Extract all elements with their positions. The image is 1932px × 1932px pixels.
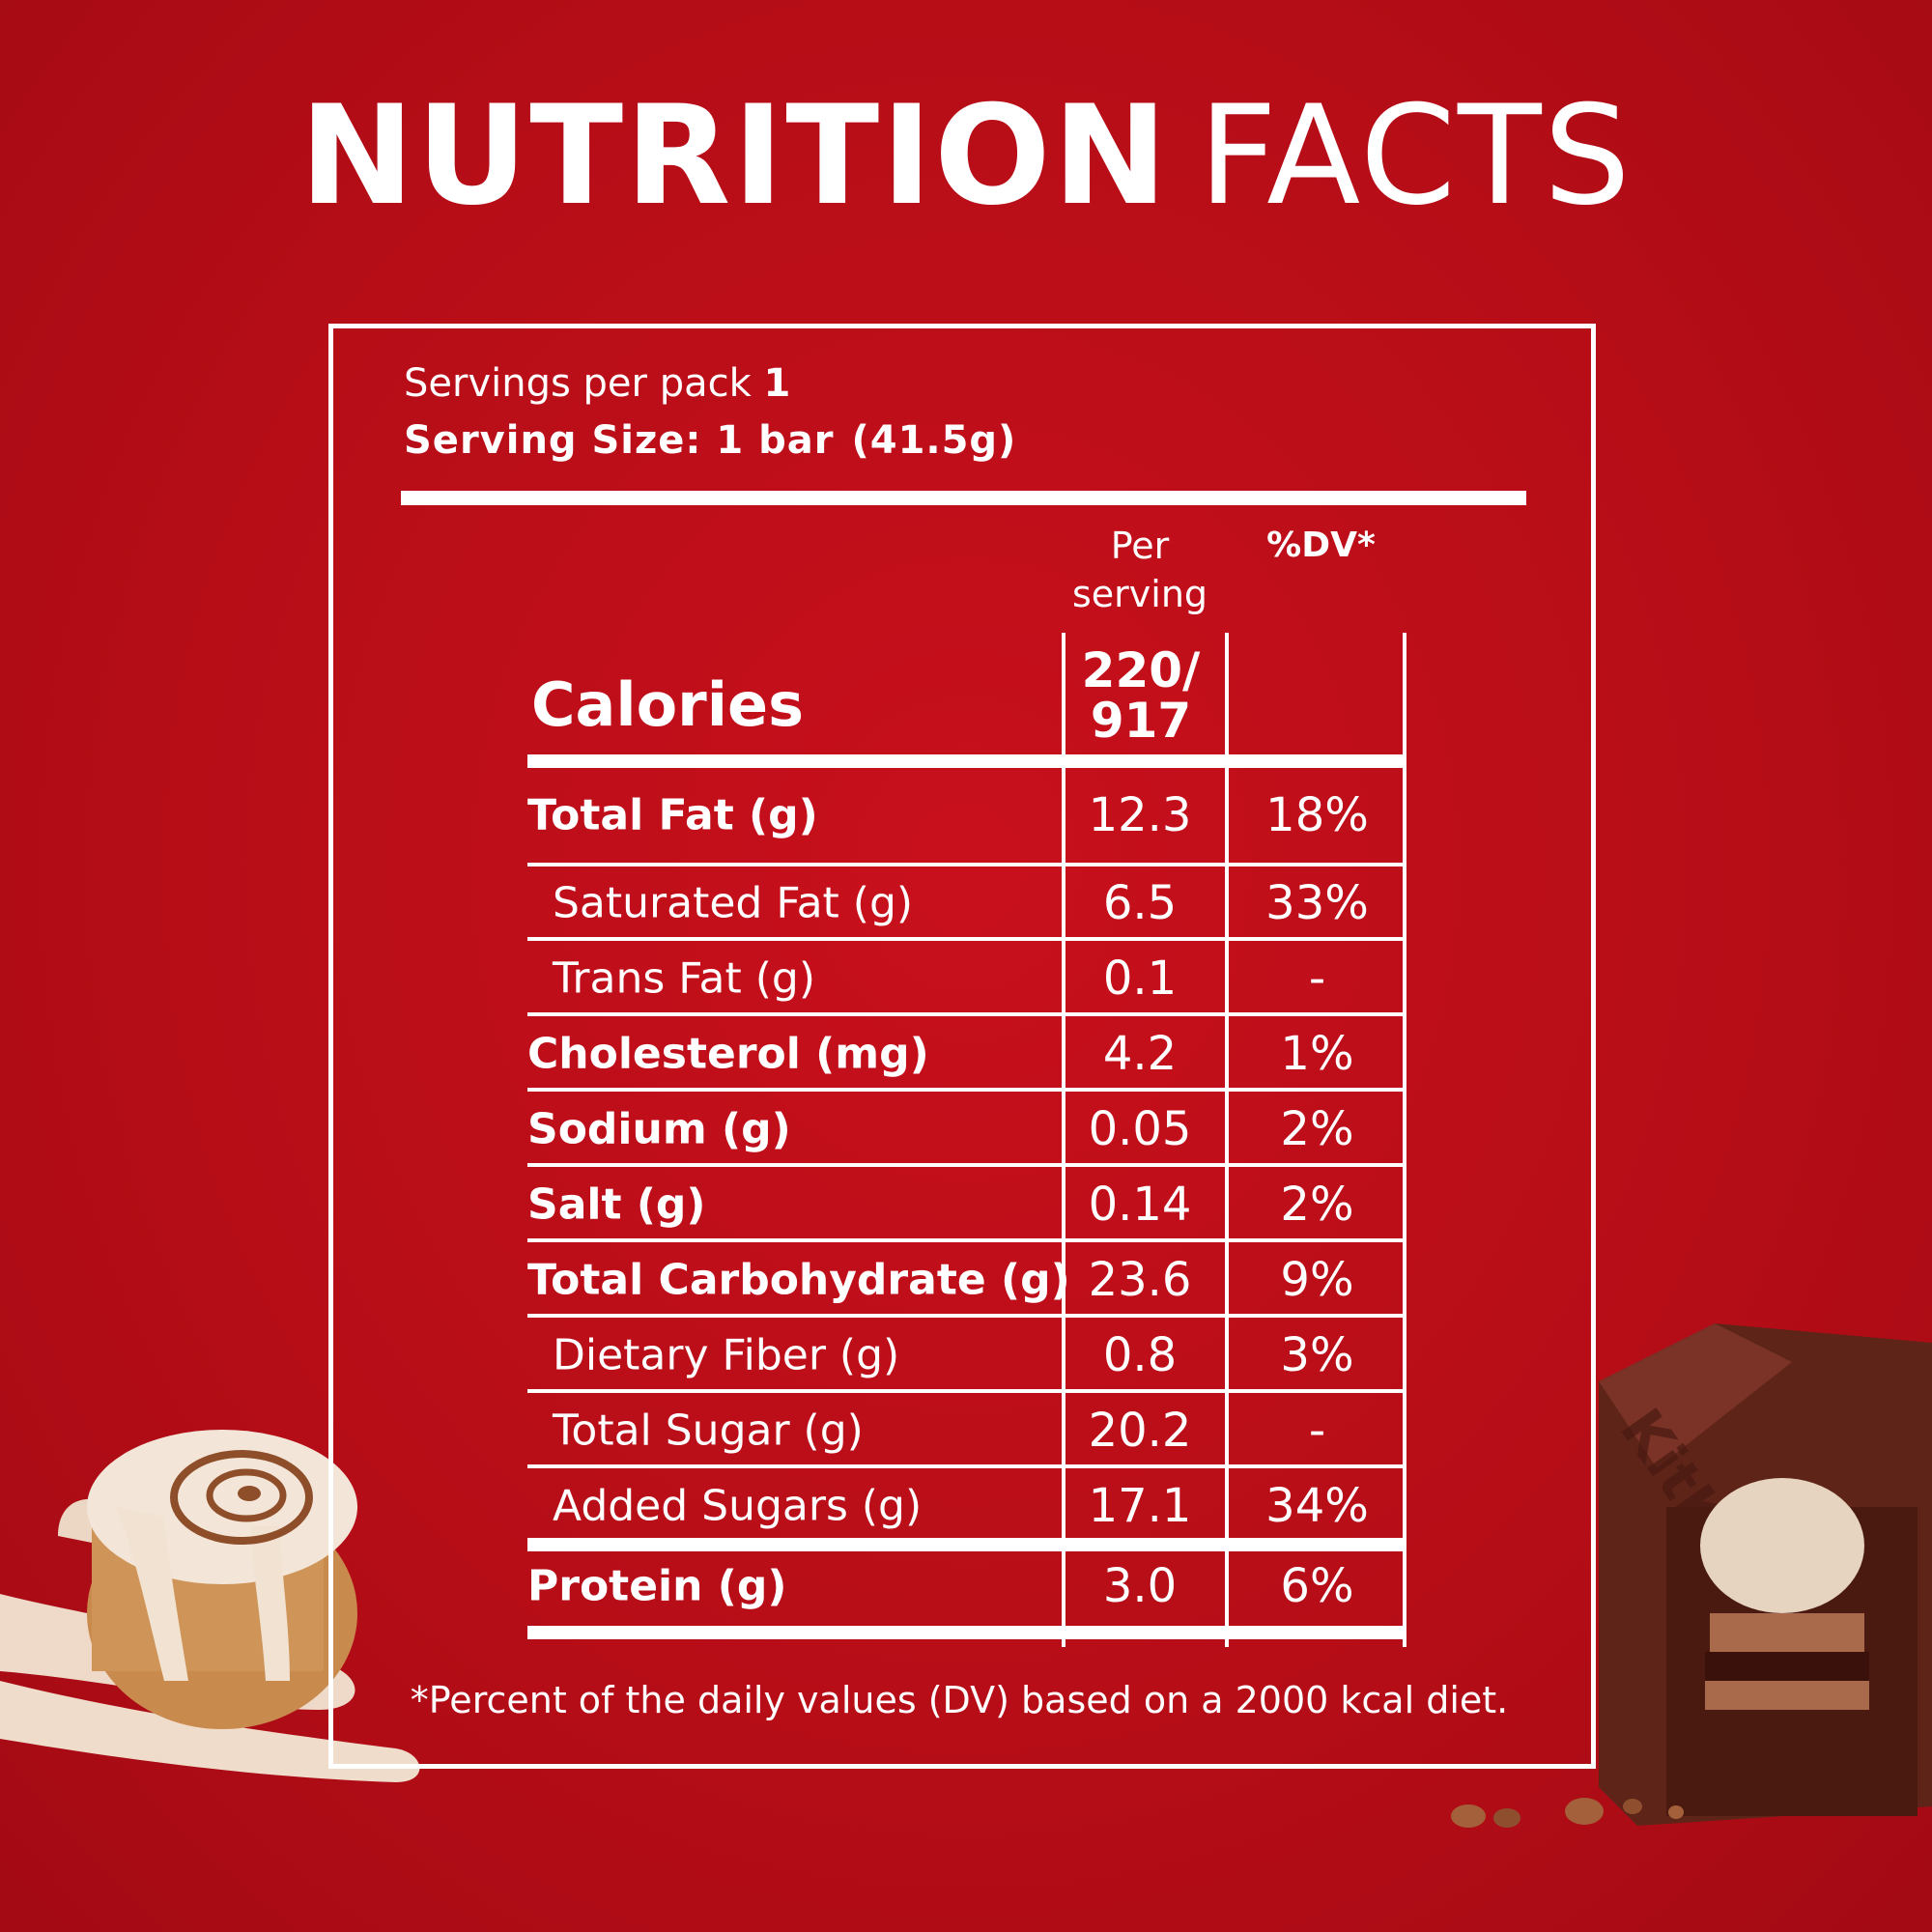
per-serving-header-line2: serving	[1071, 573, 1208, 615]
nutrition-panel	[328, 324, 1596, 1769]
nutrient-row: Cholesterol (mg) 4.2 1%	[527, 1016, 1406, 1091]
nutrient-label: Total Sugar (g)	[553, 1406, 864, 1455]
cinnamon-roll-image	[0, 1430, 420, 1782]
calories-kj: 917	[1090, 693, 1192, 749]
nutrient-label: Trans Fat (g)	[553, 953, 815, 1003]
row-divider	[527, 1238, 1406, 1242]
nutrient-dv: 2%	[1280, 1101, 1354, 1156]
nutrient-label: Sodium (g)	[527, 1104, 791, 1153]
column-divider	[1062, 633, 1065, 1647]
nutrient-dv: -	[1308, 951, 1326, 1006]
nutrient-row: Protein (g) 3.0 6%	[527, 1548, 1406, 1623]
servings-per-pack-value: 1	[763, 361, 791, 406]
servings-per-pack: Servings per pack 1	[404, 361, 790, 406]
nutrient-dv: 1%	[1280, 1026, 1354, 1081]
nutrient-row: Total Sugar (g) 20.2 -	[527, 1393, 1406, 1467]
nutrient-row: Total Carbohydrate (g) 23.6 9%	[527, 1242, 1406, 1317]
nutrient-value: 0.1	[1102, 951, 1178, 1006]
calories-kcal: 220/	[1081, 642, 1201, 698]
row-divider	[527, 1012, 1406, 1016]
nutrient-row: Total Fat (g) 12.3 18%	[527, 778, 1406, 852]
calories-label: Calories	[531, 669, 804, 740]
header-divider	[401, 491, 1526, 505]
nutrient-row: Trans Fat (g) 0.1 -	[527, 941, 1406, 1015]
row-divider	[527, 937, 1406, 941]
nutrient-dv: -	[1308, 1403, 1326, 1458]
nutrient-value: 0.14	[1088, 1177, 1192, 1232]
row-divider	[527, 1088, 1406, 1092]
row-divider	[527, 1389, 1406, 1393]
nutrient-label: Protein (g)	[527, 1561, 787, 1610]
nutrient-value: 23.6	[1088, 1252, 1192, 1307]
calories-value: 220/ 917	[1064, 645, 1218, 746]
nutrient-row: Dietary Fiber (g) 0.8 3%	[527, 1318, 1406, 1392]
title-bold: NUTRITION	[299, 76, 1170, 236]
nutrient-label: Cholesterol (mg)	[527, 1029, 929, 1078]
nutrient-row: Added Sugars (g) 17.1 34%	[527, 1468, 1406, 1543]
nutrient-value: 4.2	[1102, 1026, 1178, 1081]
nutrient-value: 6.5	[1102, 875, 1178, 930]
nutrient-dv: 34%	[1265, 1478, 1369, 1533]
nutrient-dv: 6%	[1280, 1558, 1354, 1613]
nutrient-value: 3.0	[1102, 1558, 1178, 1613]
row-divider	[527, 1626, 1406, 1639]
nutrient-value: 0.05	[1088, 1101, 1192, 1156]
nutrient-dv: 9%	[1280, 1252, 1354, 1307]
nutrient-dv: 33%	[1265, 875, 1369, 930]
dv-header: %DV*	[1266, 526, 1376, 565]
row-divider	[527, 1464, 1406, 1468]
nutrient-label: Dietary Fiber (g)	[553, 1330, 900, 1379]
serving-size: Serving Size: 1 bar (41.5g)	[404, 418, 1016, 463]
nutrient-label: Total Fat (g)	[527, 790, 818, 839]
nutrient-label: Added Sugars (g)	[553, 1481, 923, 1530]
title-light: FACTS	[1198, 76, 1633, 236]
serving-size-label: Serving Size: 1 bar	[404, 418, 835, 463]
row-divider	[527, 1163, 1406, 1167]
column-divider	[1403, 633, 1406, 1647]
nutrient-row: Sodium (g) 0.05 2%	[527, 1092, 1406, 1166]
nutrient-label: Salt (g)	[527, 1179, 706, 1229]
nutrient-value: 20.2	[1088, 1403, 1192, 1458]
footnote: *Percent of the daily values (DV) based …	[0, 1679, 1932, 1721]
chocolate-bar-image: KitKat	[1599, 1323, 1932, 1826]
nutrient-dv: 3%	[1280, 1327, 1354, 1382]
row-divider	[527, 1314, 1406, 1318]
crumbs-image	[1451, 1798, 1684, 1828]
nutrient-dv: 2%	[1280, 1177, 1354, 1232]
servings-per-pack-label: Servings per pack	[404, 361, 752, 406]
row-divider	[527, 863, 1406, 867]
calories-divider	[527, 754, 1406, 768]
nutrient-value: 0.8	[1102, 1327, 1178, 1382]
row-divider	[527, 1538, 1406, 1551]
page-title: NUTRITION FACTS	[0, 88, 1932, 225]
nutrient-value: 17.1	[1088, 1478, 1192, 1533]
nutrient-row: Saturated Fat (g) 6.5 33%	[527, 866, 1406, 940]
nutrient-label: Total Carbohydrate (g)	[527, 1255, 1070, 1304]
serving-size-weight: (41.5g)	[851, 418, 1017, 463]
column-divider	[1225, 633, 1229, 1647]
nutrient-dv: 18%	[1265, 787, 1369, 842]
per-serving-header: Per serving	[1063, 522, 1217, 618]
nutrient-value: 12.3	[1088, 787, 1192, 842]
per-serving-header-line1: Per	[1110, 525, 1170, 567]
nutrient-row: Salt (g) 0.14 2%	[527, 1167, 1406, 1241]
footnote-text: *Percent of the daily values (DV) based …	[410, 1679, 1509, 1721]
nutrient-label: Saturated Fat (g)	[553, 878, 914, 927]
